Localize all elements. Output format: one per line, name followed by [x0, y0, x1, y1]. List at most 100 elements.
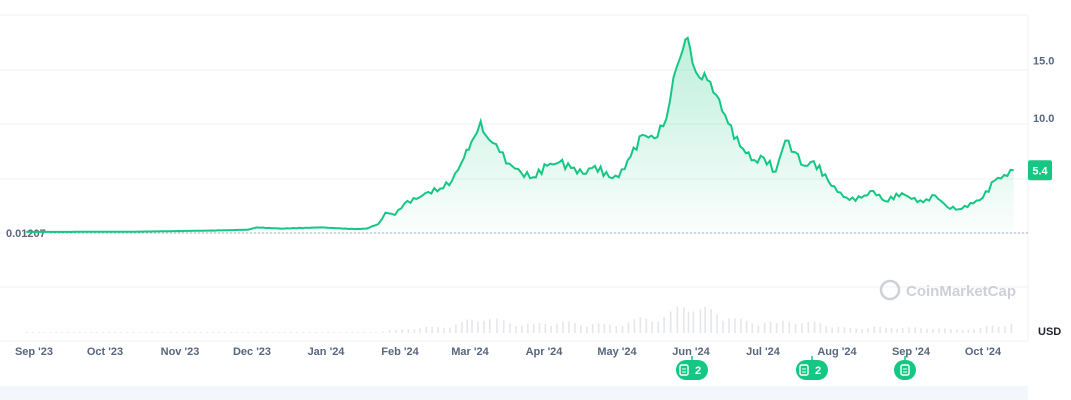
- event-pill: [894, 360, 916, 380]
- x-tick-label: Jan '24: [308, 346, 346, 358]
- volume-bar: [188, 332, 190, 333]
- volume-bar: [449, 327, 451, 333]
- volume-bar: [55, 332, 58, 333]
- volume-bar: [351, 332, 354, 333]
- event-pill: [676, 360, 708, 380]
- volume-bar: [722, 320, 724, 333]
- volume-bar: [455, 324, 457, 333]
- watermark-text: CoinMarketCap: [906, 283, 1016, 300]
- volume-bar: [716, 314, 718, 333]
- volume-bar: [609, 324, 611, 333]
- volume-bar: [580, 324, 582, 333]
- event-badge[interactable]: 2: [676, 356, 708, 380]
- volume-bar: [388, 330, 391, 333]
- volume-bar: [849, 327, 852, 333]
- x-tick-label: Sep '23: [15, 346, 53, 358]
- volume-bar: [247, 332, 250, 333]
- volume-bar: [283, 332, 286, 333]
- volume-bar: [843, 327, 846, 333]
- volume-bar: [683, 307, 685, 333]
- volume-bar: [253, 332, 256, 333]
- event-count: 2: [695, 365, 701, 377]
- volume-bar: [961, 330, 964, 333]
- volume-bar: [466, 319, 468, 333]
- volume-bar: [1010, 323, 1013, 333]
- volume-bar: [126, 332, 129, 333]
- volume-bar: [96, 332, 99, 333]
- volume-bar: [194, 332, 196, 333]
- y-axis: 15.0 10.0: [1033, 56, 1054, 125]
- volume-bar: [568, 321, 570, 333]
- volume-bar: [277, 332, 280, 333]
- x-tick-label: Oct '23: [87, 346, 123, 358]
- volume-bar: [120, 332, 123, 333]
- volume-bar: [710, 309, 712, 333]
- current-price-label: 5.4: [1032, 165, 1048, 177]
- volume-bar: [176, 332, 178, 333]
- current-price-tag: 5.4: [1028, 160, 1052, 181]
- volume-bar: [873, 326, 875, 333]
- volume-bar: [419, 328, 421, 333]
- volume-bar: [515, 326, 517, 333]
- volume-bar: [78, 332, 81, 333]
- price-area: [26, 37, 1014, 233]
- volume-bar: [471, 319, 473, 333]
- coinmarketcap-logo-icon: [879, 279, 901, 301]
- document-icon: [900, 364, 910, 376]
- volume-bar: [676, 306, 679, 333]
- volume-bar: [932, 329, 934, 333]
- volume-bar: [950, 329, 952, 333]
- volume-bar: [890, 328, 893, 333]
- volume-bar: [260, 332, 262, 333]
- volume-bar: [437, 326, 439, 333]
- volume-bar: [533, 323, 535, 333]
- volume-bar: [973, 328, 975, 333]
- volume-bar: [801, 323, 803, 333]
- volume-bar: [920, 328, 922, 333]
- volume-bar: [885, 328, 887, 333]
- volume-bar: [901, 327, 904, 333]
- volume-bar: [363, 332, 366, 333]
- volume-bar: [381, 331, 384, 333]
- volume-bar: [265, 332, 268, 333]
- volume-bar: [235, 332, 238, 333]
- volume-bar: [669, 311, 672, 333]
- volume-bar: [90, 332, 93, 333]
- x-tick-label: May '24: [597, 346, 637, 358]
- x-axis: Sep '23 Oct '23 Nov '23 Dec '23 Jan '24 Feb '…: [15, 346, 1002, 358]
- current-price-bg: [1028, 160, 1052, 181]
- volume-bar: [788, 321, 791, 333]
- volume-bar: [837, 327, 840, 333]
- document-icon: [679, 364, 689, 376]
- volume-bar: [218, 332, 220, 333]
- volume-bar: [944, 328, 946, 333]
- volume-bar: [745, 320, 748, 333]
- volume-bar: [138, 332, 141, 333]
- volume-bar: [477, 321, 479, 333]
- volume-bar: [556, 323, 558, 333]
- volume-bar: [763, 322, 766, 333]
- volume-bar: [151, 332, 153, 333]
- volume-bar: [813, 321, 816, 333]
- volume-bar: [407, 329, 410, 333]
- price-line[interactable]: [26, 36, 1014, 233]
- event-badge[interactable]: 2: [796, 356, 828, 380]
- volume-bar: [333, 332, 336, 333]
- volume-bar: [621, 325, 624, 333]
- volume-bar: [967, 330, 970, 333]
- range-navigator[interactable]: [0, 386, 1028, 400]
- volume-bar: [489, 319, 491, 333]
- volume-bar: [527, 323, 529, 333]
- volume-bar: [645, 318, 648, 333]
- volume-bar: [182, 332, 184, 333]
- y-tick-label: 10.0: [1033, 113, 1054, 125]
- volume-bar: [704, 306, 706, 333]
- volume-bar: [163, 332, 166, 333]
- event-pill: [796, 360, 828, 380]
- currency-unit: USD: [1038, 326, 1061, 338]
- volume-bar: [775, 323, 778, 333]
- volume-bar: [102, 332, 104, 333]
- event-badge[interactable]: [894, 356, 916, 380]
